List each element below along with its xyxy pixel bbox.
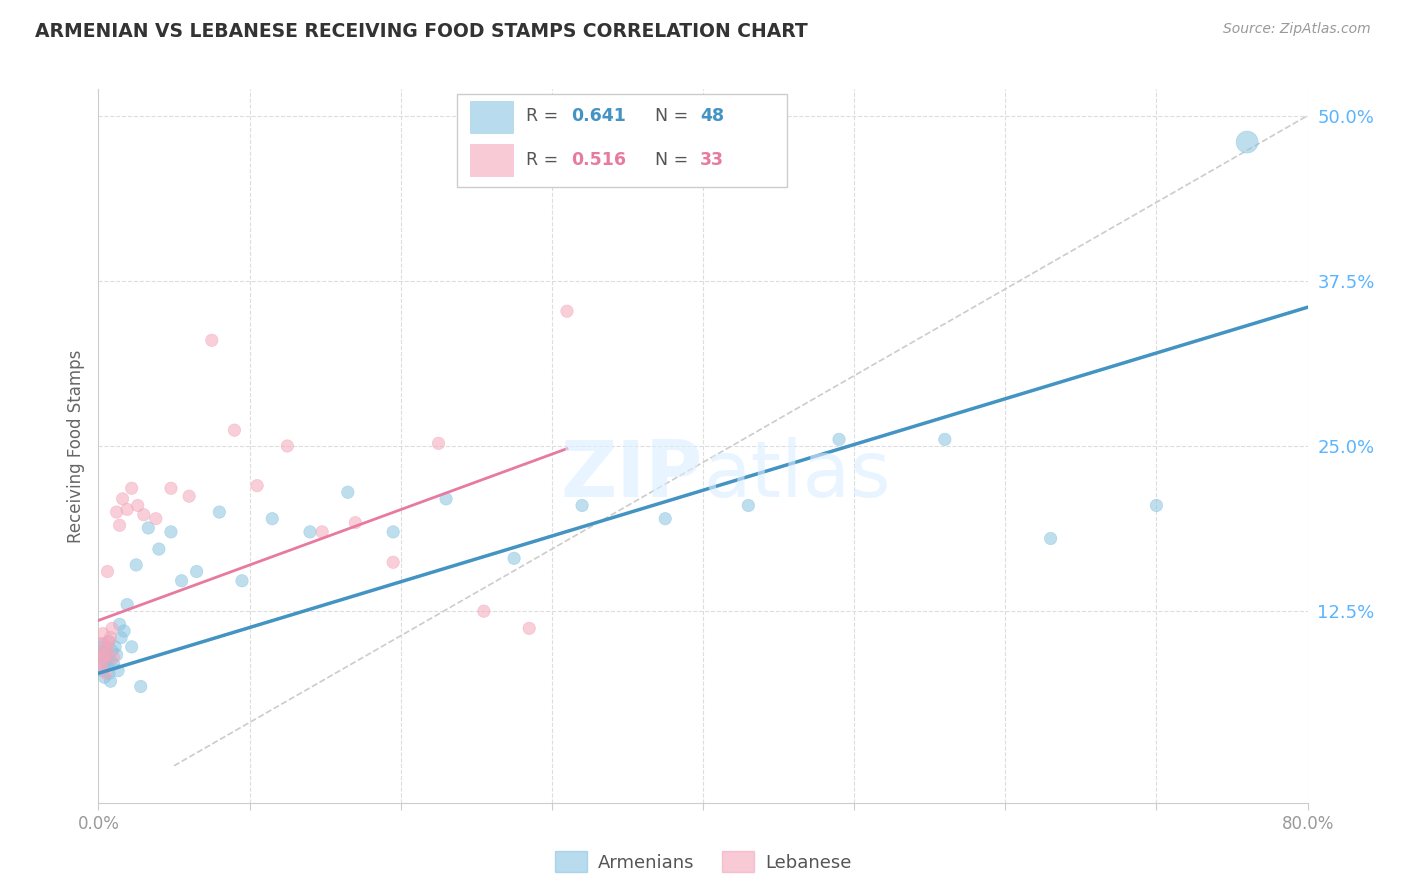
Point [90, 653, 112, 667]
Point [472, 604, 495, 618]
Point [90, 650, 112, 665]
Point [104, 640, 127, 654]
Point [160, 524, 183, 539]
Text: N =: N = [655, 107, 695, 125]
Point [96, 565, 118, 579]
Point [121, 481, 143, 495]
Text: ARMENIAN VS LEBANESE RECEIVING FOOD STAMPS CORRELATION CHART: ARMENIAN VS LEBANESE RECEIVING FOOD STAM… [35, 22, 808, 41]
Text: Source: ZipAtlas.com: Source: ZipAtlas.com [1223, 22, 1371, 37]
Point [90, 657, 112, 671]
Point [98, 634, 121, 648]
Point [1039, 532, 1062, 546]
Text: R =: R = [526, 151, 564, 169]
Point [89, 644, 111, 658]
Point [336, 485, 359, 500]
Y-axis label: Receiving Food Stamps: Receiving Food Stamps [66, 350, 84, 542]
Point [555, 304, 578, 318]
Point [179, 489, 201, 503]
Point [737, 499, 759, 513]
Point [262, 511, 284, 525]
Point [105, 505, 128, 519]
Text: N =: N = [655, 151, 695, 169]
Point [115, 502, 138, 516]
Point [96, 657, 118, 671]
Point [110, 631, 132, 645]
Bar [470, 101, 513, 133]
Point [105, 648, 128, 662]
Point [934, 433, 956, 447]
Point [517, 621, 540, 635]
Point [503, 551, 526, 566]
Point [828, 433, 851, 447]
Point [108, 518, 131, 533]
Point [129, 680, 152, 694]
Point [100, 653, 122, 667]
Point [186, 565, 208, 579]
Point [201, 333, 224, 347]
Text: 0.516: 0.516 [571, 151, 626, 169]
Point [311, 524, 333, 539]
Point [299, 524, 322, 539]
Point [100, 674, 122, 689]
Point [98, 666, 121, 681]
Point [112, 624, 135, 638]
Point [1236, 135, 1258, 149]
Point [160, 481, 183, 495]
Point [100, 631, 122, 645]
Point [96, 648, 118, 662]
Point [170, 574, 193, 588]
Point [136, 521, 159, 535]
Point [90, 661, 112, 675]
Point [115, 598, 138, 612]
Point [103, 650, 125, 665]
Point [94, 653, 117, 667]
Point [434, 491, 457, 506]
Point [93, 670, 115, 684]
Point [111, 491, 134, 506]
Point [571, 499, 593, 513]
Point [94, 640, 117, 654]
Text: atlas: atlas [703, 436, 890, 513]
Legend: Armenians, Lebanese: Armenians, Lebanese [547, 844, 859, 880]
Text: R =: R = [526, 107, 564, 125]
Point [91, 626, 114, 640]
Point [127, 499, 149, 513]
Point [246, 478, 269, 492]
Point [427, 436, 450, 450]
Point [132, 508, 155, 522]
Text: 0.641: 0.641 [571, 107, 626, 125]
Point [654, 511, 676, 525]
Point [94, 647, 117, 661]
Point [344, 516, 367, 530]
Point [108, 617, 131, 632]
Point [148, 542, 170, 557]
Text: 33: 33 [700, 151, 724, 169]
Point [125, 558, 148, 572]
Point [1144, 499, 1167, 513]
Point [93, 648, 115, 662]
Point [91, 664, 114, 678]
Point [382, 524, 405, 539]
Point [103, 657, 125, 671]
Point [101, 621, 124, 635]
Point [276, 439, 298, 453]
Point [231, 574, 253, 588]
Point [91, 637, 114, 651]
Point [107, 664, 129, 678]
Point [93, 644, 115, 658]
Bar [470, 145, 513, 176]
Point [121, 640, 143, 654]
Text: ZIP: ZIP [561, 436, 703, 513]
Point [145, 511, 167, 525]
Point [382, 555, 405, 569]
Point [89, 644, 111, 658]
Point [208, 505, 231, 519]
Text: 48: 48 [700, 107, 724, 125]
Point [101, 644, 124, 658]
Point [98, 634, 121, 648]
Point [224, 423, 246, 437]
Point [94, 666, 117, 681]
